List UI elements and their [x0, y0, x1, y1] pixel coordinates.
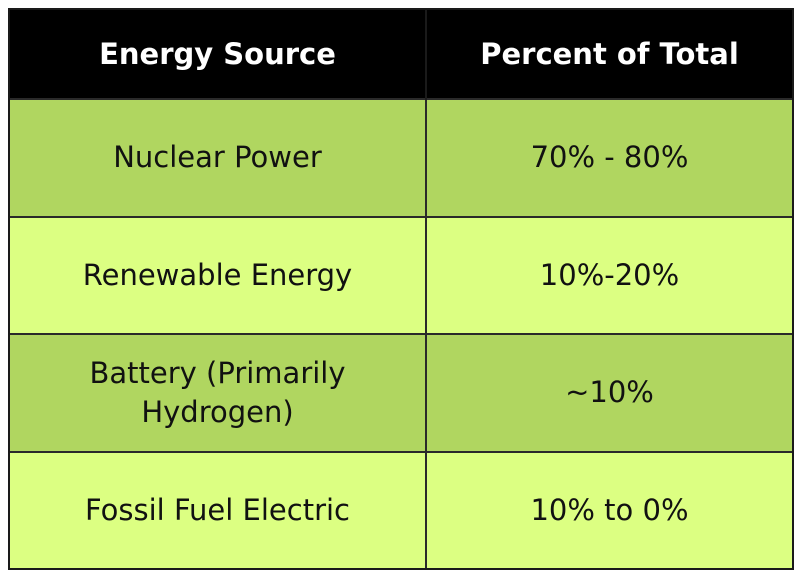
table-header-row: Energy Source Percent of Total — [10, 10, 792, 99]
table-row: Fossil Fuel Electric 10% to 0% — [10, 450, 792, 568]
energy-source-cell: Fossil Fuel Electric — [10, 450, 427, 568]
percent-cell: ~10% — [426, 333, 792, 452]
percent-cell: 10%-20% — [426, 215, 792, 334]
percent-cell: 70% - 80% — [426, 98, 792, 217]
table-row: Nuclear Power 70% - 80% — [10, 98, 792, 217]
column-header-percent-of-total: Percent of Total — [426, 10, 792, 99]
energy-table-container: Energy Source Percent of Total Nuclear P… — [8, 8, 794, 570]
energy-source-cell: Renewable Energy — [10, 215, 427, 334]
table-row: Battery (Primarily Hydrogen) ~10% — [10, 333, 792, 452]
column-header-energy-source: Energy Source — [10, 10, 427, 99]
energy-source-cell: Battery (Primarily Hydrogen) — [10, 333, 427, 452]
energy-source-table: Energy Source Percent of Total Nuclear P… — [10, 10, 792, 568]
table-row: Renewable Energy 10%-20% — [10, 215, 792, 334]
percent-cell: 10% to 0% — [426, 450, 792, 568]
energy-source-cell: Nuclear Power — [10, 98, 427, 217]
